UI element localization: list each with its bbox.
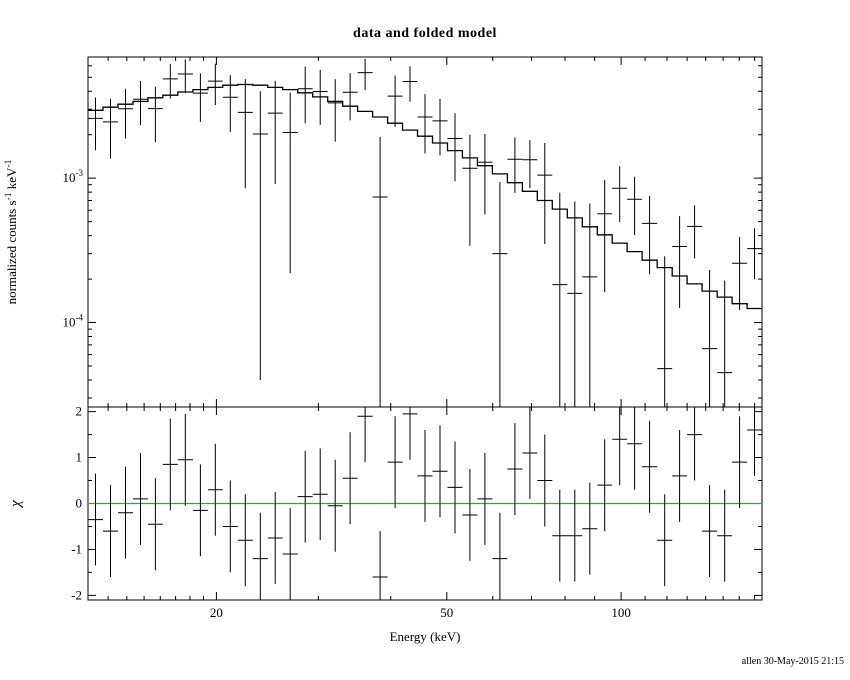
chi-tick-label: 0 bbox=[76, 496, 83, 511]
chi-tick-label: 1 bbox=[76, 450, 83, 465]
x-tick-label: 100 bbox=[611, 605, 631, 620]
x-tick-label: 20 bbox=[210, 605, 223, 620]
chi-axis-label: χ bbox=[8, 500, 24, 509]
chart-title: data and folded model bbox=[353, 26, 497, 41]
credit-timestamp: allen 30-May-2015 21:15 bbox=[741, 656, 844, 667]
x-axis-label: Energy (keV) bbox=[389, 629, 461, 644]
chi-errorbars bbox=[88, 407, 762, 600]
y-axis-label: normalized counts s-1 keV-1 bbox=[4, 159, 19, 304]
chi-tick-label: -2 bbox=[71, 587, 82, 602]
x-tick-label: 50 bbox=[440, 605, 453, 620]
data-errorbars bbox=[88, 58, 762, 407]
y-tick-label: 10-4 bbox=[63, 313, 84, 330]
chi-tick-label: 2 bbox=[76, 404, 83, 419]
y-tick-label: 10-3 bbox=[63, 168, 84, 185]
chi-tick-label: -1 bbox=[71, 542, 82, 557]
axis-ticks bbox=[88, 57, 762, 600]
